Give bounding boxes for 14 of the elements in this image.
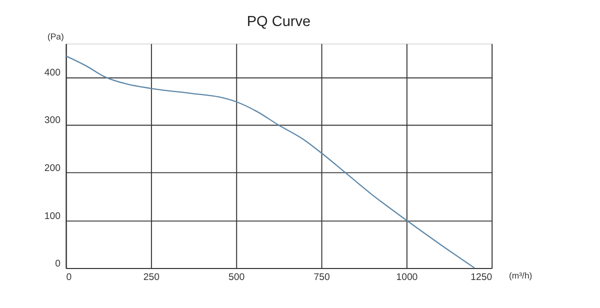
y-tick-label: 300 [44, 115, 60, 126]
y-tick-label: 100 [44, 210, 60, 222]
x-tick-label: 250 [143, 272, 160, 284]
y-tick-label: 200 [44, 163, 60, 174]
x-tick-label: 500 [228, 272, 245, 284]
y-tick-label: 0 [55, 258, 60, 270]
x-tick-label: 1250 [470, 272, 492, 284]
chart-title: PQ Curve [246, 14, 311, 30]
y-axis-title: (Pa) [47, 32, 64, 42]
x-axis-title: (m³/h) [509, 270, 532, 281]
x-tick-label: 1000 [396, 272, 418, 284]
x-tick-label: 0 [66, 272, 72, 284]
x-tick-label: 750 [314, 272, 330, 284]
y-tick-label: 400 [44, 67, 60, 78]
